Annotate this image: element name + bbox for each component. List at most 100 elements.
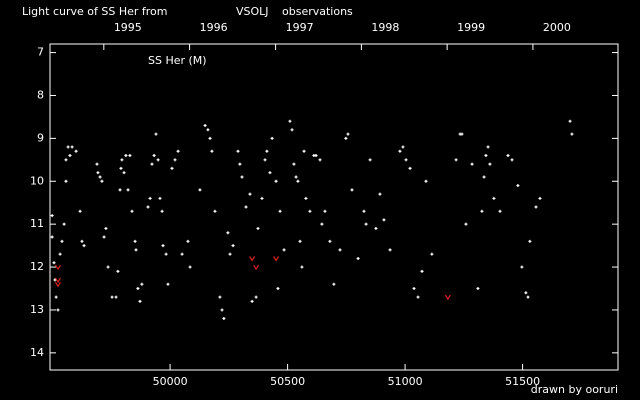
fainter-than-mark <box>253 264 260 271</box>
observation-point <box>213 209 217 213</box>
observation-point <box>356 256 360 260</box>
chart-source: VSOLJ <box>236 5 269 18</box>
observation-point <box>480 209 484 213</box>
observation-point <box>250 299 254 303</box>
observation-point <box>126 188 130 192</box>
observation-point <box>160 209 164 213</box>
observation-point <box>124 154 128 158</box>
fainter-than-mark <box>444 294 451 301</box>
observation-point <box>50 235 54 239</box>
observation-point <box>236 149 240 153</box>
x2-tick-label: 1996 <box>200 21 228 34</box>
observation-point <box>154 132 158 136</box>
observation-point <box>328 239 332 243</box>
observation-point <box>152 154 156 158</box>
observation-point <box>268 171 272 175</box>
observation-point <box>486 145 490 149</box>
observation-point <box>288 119 292 123</box>
y-tick-label: 12 <box>30 260 44 273</box>
observation-point <box>282 248 286 252</box>
observation-point <box>119 166 123 170</box>
observation-point <box>464 222 468 226</box>
observation-point <box>498 209 502 213</box>
y-tick-label: 9 <box>37 131 44 144</box>
observation-point <box>526 295 530 299</box>
observation-point <box>244 205 248 209</box>
observation-point <box>74 149 78 153</box>
observation-point <box>64 158 68 162</box>
observation-point <box>68 154 72 158</box>
fainter-than-mark <box>249 256 256 262</box>
observation-point <box>470 162 474 166</box>
observation-point <box>133 239 137 243</box>
observation-point <box>401 145 405 149</box>
observation-point <box>278 209 282 213</box>
observation-point <box>158 196 162 200</box>
observation-point <box>136 287 140 290</box>
observation-point <box>568 119 572 123</box>
observation-point <box>161 244 165 248</box>
observation-point <box>176 149 180 153</box>
observation-point <box>206 128 210 132</box>
observation-point <box>60 239 64 243</box>
observation-point <box>226 231 230 235</box>
observation-point <box>238 162 242 166</box>
observation-point <box>538 196 542 200</box>
x2-tick-label: 1997 <box>286 21 314 34</box>
fainter-than-mark <box>273 256 280 262</box>
observation-point <box>122 171 126 175</box>
observation-point <box>140 282 144 286</box>
observation-point <box>318 158 322 162</box>
observation-point <box>290 128 294 132</box>
observation-point <box>460 132 464 136</box>
observation-point <box>106 265 110 269</box>
observation-point <box>62 222 66 226</box>
observation-point <box>506 154 510 158</box>
observation-point <box>516 184 520 188</box>
observation-point <box>510 158 514 162</box>
observation-point <box>128 154 132 158</box>
observation-point <box>96 171 100 175</box>
observation-point <box>430 252 434 256</box>
observation-point <box>156 158 160 162</box>
observation-point <box>134 248 138 252</box>
x2-tick-label: 2000 <box>543 21 571 34</box>
observation-point <box>110 295 114 299</box>
observation-point <box>104 226 108 230</box>
observation-point <box>248 192 252 196</box>
observation-point <box>528 239 532 243</box>
observation-point <box>263 158 267 162</box>
x2-tick-label: 1998 <box>371 21 399 34</box>
y-tick-label: 7 <box>37 46 44 59</box>
observation-point <box>188 265 192 269</box>
observation-point <box>148 196 152 200</box>
observation-point <box>492 196 496 200</box>
fainter-than-mark <box>54 277 61 284</box>
observation-point <box>78 209 82 213</box>
observation-point <box>256 226 260 230</box>
x-tick-label: 50500 <box>270 375 305 388</box>
observation-point <box>265 149 269 153</box>
observation-point <box>82 244 86 248</box>
observation-point <box>320 222 324 226</box>
observation-point <box>570 132 574 136</box>
observation-point <box>404 158 408 162</box>
observation-point <box>95 162 99 166</box>
observation-point <box>150 162 154 166</box>
observation-point <box>408 166 412 170</box>
y-tick-label: 10 <box>30 174 44 187</box>
observation-point <box>100 179 104 183</box>
observation-point <box>424 179 428 183</box>
observation-point <box>198 188 202 192</box>
observation-point <box>276 287 280 290</box>
observation-point <box>203 124 207 127</box>
observation-point <box>454 158 458 162</box>
observation-point <box>300 265 304 269</box>
observation-point <box>323 209 327 213</box>
observation-point <box>382 218 386 222</box>
observation-point <box>240 175 244 179</box>
observation-point <box>64 179 68 183</box>
observation-point <box>416 295 420 299</box>
observation-point <box>534 205 538 209</box>
